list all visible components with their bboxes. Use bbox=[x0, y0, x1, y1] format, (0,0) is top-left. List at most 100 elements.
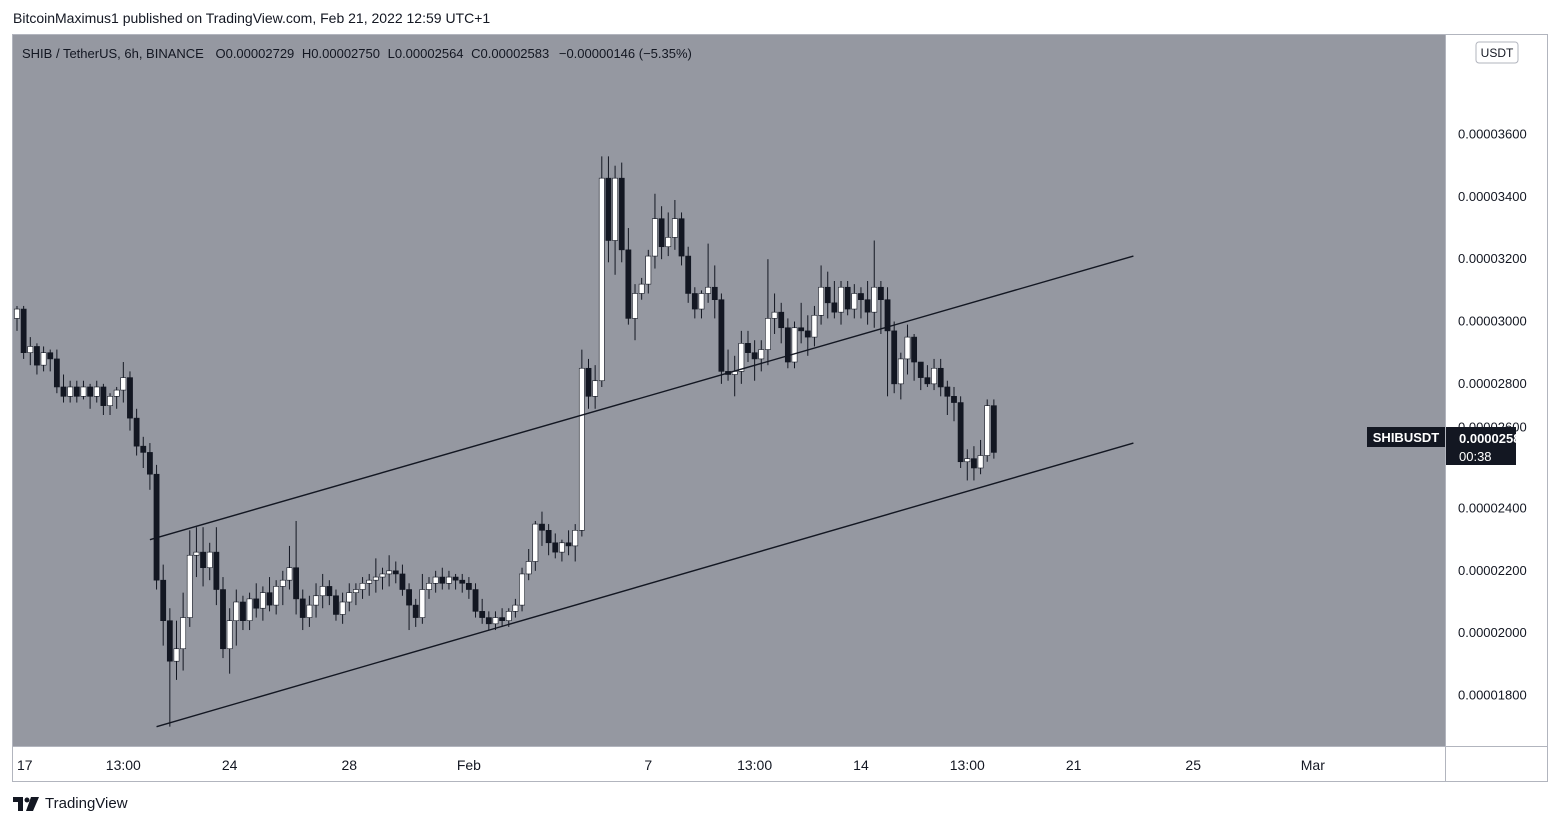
candle-body-down bbox=[685, 255, 692, 294]
candle bbox=[824, 271, 831, 319]
candle bbox=[977, 439, 984, 475]
tradingview-footer[interactable]: TradingView bbox=[13, 795, 128, 812]
candle-body-up bbox=[346, 592, 353, 603]
candle-body-down bbox=[658, 218, 665, 248]
candle bbox=[399, 564, 406, 596]
legend-close-label: C bbox=[471, 46, 480, 61]
candle-body-down bbox=[884, 299, 891, 332]
candle bbox=[499, 608, 506, 627]
candle-body-down bbox=[200, 551, 206, 569]
candle bbox=[346, 583, 353, 612]
candle bbox=[173, 620, 180, 680]
plot-area[interactable] bbox=[13, 35, 1445, 746]
price-tick-label: 0.00003000 bbox=[1458, 314, 1527, 329]
candle bbox=[226, 608, 233, 674]
candle-body-down bbox=[253, 598, 260, 609]
candle bbox=[465, 577, 472, 599]
time-tick-label: 13:00 bbox=[737, 757, 772, 773]
time-tick-label: 28 bbox=[341, 757, 357, 773]
candle bbox=[186, 530, 193, 627]
candle bbox=[891, 321, 898, 394]
candle bbox=[565, 530, 572, 556]
candle-body-up bbox=[14, 308, 20, 319]
legend-low-value: 0.00002564 bbox=[395, 46, 464, 61]
candle bbox=[838, 281, 844, 325]
candle bbox=[73, 380, 80, 403]
candle-body-down bbox=[745, 343, 751, 353]
lower-channel-line[interactable] bbox=[156, 442, 1134, 728]
candle bbox=[67, 380, 74, 403]
candle bbox=[60, 374, 67, 403]
candle-body-down bbox=[133, 417, 140, 447]
candle-body-down bbox=[147, 452, 153, 475]
candle bbox=[917, 361, 924, 391]
candle bbox=[180, 592, 187, 671]
candle bbox=[652, 193, 658, 269]
price-axis-background[interactable] bbox=[1446, 35, 1547, 746]
candle-body-down bbox=[485, 617, 492, 625]
upper-channel-line[interactable] bbox=[149, 255, 1134, 541]
trendlines[interactable] bbox=[149, 255, 1134, 728]
candle bbox=[784, 318, 791, 369]
candle bbox=[479, 598, 486, 624]
candle bbox=[512, 598, 519, 618]
candle-body-up bbox=[964, 458, 971, 463]
candle-body-down bbox=[87, 386, 93, 397]
candle-body-up bbox=[851, 293, 858, 310]
candle-body-up bbox=[738, 343, 745, 372]
candle bbox=[718, 293, 725, 384]
candle bbox=[47, 349, 54, 372]
candle bbox=[964, 449, 971, 481]
time-tick-label: 14 bbox=[853, 757, 869, 773]
currency-badge[interactable]: USDT bbox=[1475, 41, 1519, 64]
candle-body-up bbox=[765, 318, 771, 350]
candle bbox=[140, 436, 147, 468]
candle-body-down bbox=[293, 567, 300, 600]
candle bbox=[80, 380, 87, 400]
candle bbox=[811, 305, 818, 347]
candle-body-down bbox=[299, 598, 306, 618]
candle-body-down bbox=[20, 308, 27, 353]
candle bbox=[127, 371, 133, 431]
candle bbox=[319, 573, 326, 609]
ticker-label: SHIBUSDT bbox=[1373, 430, 1440, 445]
candle-body-up bbox=[665, 237, 672, 248]
candle bbox=[313, 583, 319, 618]
candle bbox=[34, 343, 40, 375]
candle bbox=[40, 346, 47, 372]
candle-body-down bbox=[34, 346, 40, 366]
candle-body-down bbox=[718, 299, 725, 372]
tradingview-logo-icon bbox=[13, 796, 39, 811]
candle-body-down bbox=[798, 327, 805, 332]
time-tick-label: 13:00 bbox=[106, 757, 141, 773]
candle-body-up bbox=[113, 389, 120, 397]
currency-badge-label: USDT bbox=[1481, 46, 1514, 60]
candle bbox=[366, 573, 373, 596]
candle bbox=[379, 567, 386, 590]
candle-body-up bbox=[525, 561, 532, 575]
candle-body-up bbox=[578, 367, 585, 531]
candle bbox=[711, 265, 718, 319]
candle bbox=[532, 520, 539, 571]
candle bbox=[266, 577, 273, 612]
candle-body-down bbox=[220, 589, 226, 650]
candle bbox=[598, 156, 605, 387]
candle-body-up bbox=[246, 598, 253, 621]
candle-body-down bbox=[100, 386, 107, 406]
time-axis-background[interactable] bbox=[13, 747, 1547, 781]
candle bbox=[944, 380, 951, 416]
candle-body-up bbox=[984, 405, 991, 456]
last-price-marker[interactable]: SHIBUSDT 0.00002583 00:38 bbox=[1367, 427, 1528, 465]
candle bbox=[392, 561, 399, 584]
candle bbox=[751, 340, 758, 381]
candle-body-up bbox=[698, 293, 705, 310]
candle-body-up bbox=[758, 349, 765, 360]
candle bbox=[585, 358, 592, 409]
legend-change: −0.00000146 (−5.35%) bbox=[559, 46, 692, 61]
candle bbox=[220, 577, 226, 659]
candle bbox=[658, 206, 665, 260]
candle-body-up bbox=[279, 579, 286, 587]
candle bbox=[924, 365, 931, 387]
candle bbox=[299, 589, 306, 631]
